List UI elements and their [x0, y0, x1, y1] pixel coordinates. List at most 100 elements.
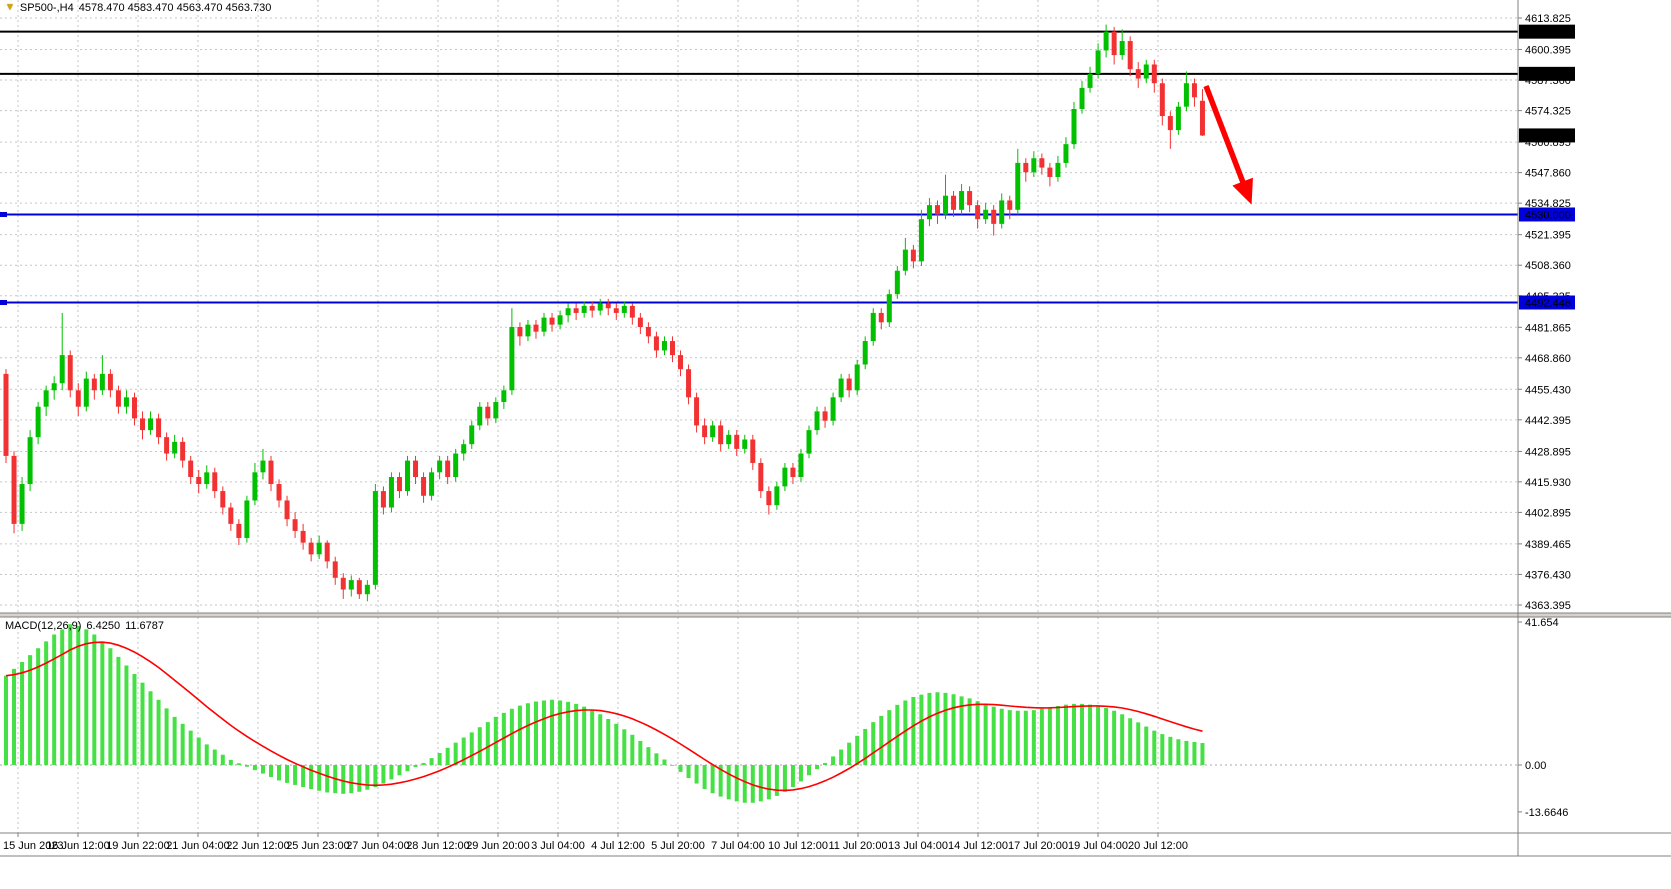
time-axis-label: 4 Jul 12:00 [591, 840, 645, 852]
candle-bull [814, 411, 820, 431]
time-axis-label: 22 Jun 12:00 [226, 840, 290, 852]
candle-bull [148, 418, 154, 431]
price-axis-label: 4415.930 [1525, 477, 1571, 489]
candle-bull [1015, 162, 1021, 210]
indicator-axis[interactable]: 41.654 0.00 -13.6646 [1518, 617, 1568, 819]
candle-bull [388, 477, 394, 508]
candle-bear [413, 460, 419, 478]
time-axis-label: 11 Jul 20:00 [828, 840, 887, 852]
grid [0, 0, 1518, 833]
time-axis-label: 19 Jul 04:00 [1068, 840, 1128, 852]
candle-bull [204, 472, 210, 485]
candle-bull [726, 434, 732, 445]
time-axis-label: 25 Jun 23:00 [286, 840, 350, 852]
candle-bear [645, 326, 651, 337]
price-axis-label: 4481.865 [1525, 322, 1571, 334]
candle-bear [1159, 83, 1165, 117]
candle-bull [1143, 64, 1149, 79]
candle-bull [1031, 158, 1037, 173]
candle-bear [1111, 31, 1117, 56]
time-axis-label: 5 Jul 20:00 [651, 840, 705, 852]
candle-bear [1023, 162, 1029, 173]
candle-bull [43, 390, 49, 407]
candle-bear [669, 341, 675, 356]
candle-bear [718, 425, 724, 445]
candle-bull [983, 209, 989, 220]
time-axis-label: 20 Jul 12:00 [1128, 840, 1188, 852]
candle-bull [1087, 73, 1093, 88]
time-axis-label: 15 Jun 2023 [3, 840, 64, 852]
price-axis[interactable]: 4613.8254600.3954587.3604574.3254560.895… [1518, 13, 1575, 612]
price-axis-label: 4547.860 [1525, 168, 1571, 180]
candle-bear [140, 418, 146, 431]
candle-bear [613, 308, 619, 313]
candle-bull [710, 425, 716, 438]
candle-bear [1135, 69, 1141, 79]
candle-bear [3, 373, 9, 456]
candle-bear [605, 303, 611, 309]
time-axis-label: 17 Jul 20:00 [1008, 840, 1068, 852]
price-axis-label: 4600.395 [1525, 44, 1571, 56]
candle-bear [629, 305, 635, 318]
price-marker-label: 4590.000 [1525, 69, 1571, 81]
time-axis-label: 19 Jun 22:00 [106, 840, 170, 852]
trend-arrow[interactable] [1203, 85, 1253, 205]
candle-bull [437, 460, 443, 473]
candle-bull [943, 195, 949, 215]
candle-bear [11, 455, 17, 524]
candle-bear [549, 317, 555, 325]
candle-bull [27, 437, 33, 485]
candle-bear [75, 390, 81, 407]
candle-bull [661, 341, 667, 351]
candle-bull [1063, 144, 1069, 163]
candle-bull [244, 500, 250, 538]
price-marker-box [1519, 128, 1575, 143]
candle-bull [493, 402, 499, 419]
candle-bull [830, 397, 836, 421]
candle-bear [131, 397, 137, 419]
candle-bear [115, 390, 121, 407]
time-axis-label: 13 Jul 04:00 [888, 840, 948, 852]
macd-signal-line [5, 641, 1203, 792]
price-marker-label: 4492.448 [1525, 298, 1571, 310]
candle-bear [678, 355, 684, 370]
candle-bear [196, 477, 202, 485]
price-axis-label: 4455.430 [1525, 384, 1571, 396]
time-axis-label: 10 Jul 12:00 [768, 840, 828, 852]
candle-bull [806, 430, 812, 454]
candle-bull [886, 294, 892, 323]
candle-bear [1047, 167, 1053, 177]
indicator-axis-label: -13.6646 [1525, 807, 1568, 819]
candle-bear [758, 462, 764, 492]
candle-bull [123, 397, 129, 407]
candle-bear [951, 195, 957, 210]
candle-bear [180, 441, 186, 461]
price-marker-box [1519, 24, 1575, 39]
candle-bear [822, 411, 828, 421]
candle-bear [228, 507, 234, 524]
candle-bull [260, 460, 266, 473]
candle-bull [870, 312, 876, 342]
candle-bull [838, 378, 844, 398]
macd-histogram [4, 624, 1205, 803]
time-axis-label: 28 Jun 12:00 [406, 840, 470, 852]
candle-bear [694, 397, 700, 426]
hline-left-marker [0, 211, 7, 217]
candle-bull [372, 491, 378, 585]
candle-bull [774, 486, 780, 506]
candle-bear [1039, 158, 1045, 168]
candle-bull [565, 308, 571, 316]
candle-bear [1167, 116, 1173, 131]
candle-bull [621, 305, 627, 313]
candle-bear [967, 191, 973, 206]
hline-left-marker [0, 300, 7, 306]
pane-divider[interactable] [0, 613, 1671, 617]
candle-bear [846, 378, 852, 391]
candle-bull [902, 249, 908, 271]
indicator-axis-label: 41.654 [1525, 617, 1559, 629]
candle-bull [83, 378, 89, 407]
candle-bull [51, 383, 57, 391]
candle-bear [308, 542, 314, 555]
